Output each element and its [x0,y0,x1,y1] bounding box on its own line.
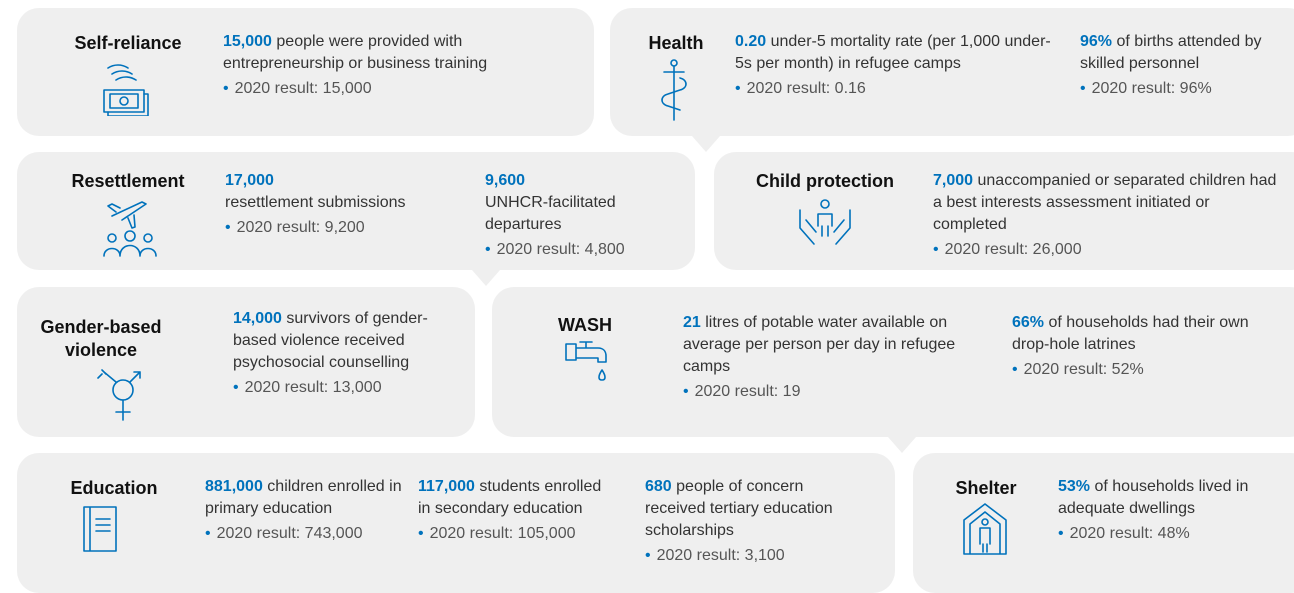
stat-text: students enrolled in secondary education [418,478,602,517]
highlight: 21 [683,314,701,331]
stat-text: of households lived in adequate dwelling… [1058,478,1249,517]
result: 2020 result: 743,000 [205,523,405,545]
highlight: 15,000 [223,33,272,50]
highlight: 17,000 [225,172,274,189]
stat: 53% of households lived in adequate dwel… [1058,476,1278,545]
highlight: 0.20 [735,33,767,50]
stat: 117,000 students enrolled in secondary e… [418,476,618,545]
highlight: 53% [1058,478,1091,495]
stat: 9,600 UNHCR-facilitated departures 2020 re… [485,170,675,261]
stat: 0.20 under-5 mortality rate (per 1,000 u… [735,31,1065,100]
stat-text: resettlement submissions [225,194,406,211]
panel [610,8,1294,136]
stat-text: UNHCR-facilitated departures [485,194,616,233]
notch [472,270,500,286]
stat-text: unaccompanied or separated children had … [933,172,1277,233]
panel-title: Health [648,33,704,53]
icon [799,199,851,245]
stat: 14,000 survivors of gender-based violenc… [233,308,458,399]
panel [17,8,594,136]
result: 2020 result: 0.16 [735,78,1065,100]
icon [661,59,687,121]
panel-title: Gender-based violence [40,317,162,360]
panel-title: Child protection [756,171,894,191]
highlight: 881,000 [205,478,263,495]
stat: 680 people of concern received tertiary … [645,476,845,567]
stat: 96% of births attended by skilled person… [1080,31,1280,100]
stat: 881,000 children enrolled in primary edu… [205,476,405,545]
result: 2020 result: 105,000 [418,523,618,545]
panel-title: WASH [558,315,612,335]
stat: 15,000 people were provided with entrepr… [223,31,563,100]
result: 2020 result: 3,100 [645,545,845,567]
panel-title: Resettlement [71,171,185,191]
highlight: 96% [1080,33,1113,50]
result: 2020 result: 9,200 [225,217,465,239]
stat: 66% of households had their own drop-hol… [1012,312,1262,381]
panel-title: Shelter [955,478,1017,498]
panel [17,287,475,437]
stat: 21 litres of potable water available on … [683,312,983,403]
highlight: 9,600 [485,172,526,189]
stat-text: children enrolled in primary education [205,478,402,517]
stat-text: under-5 mortality rate (per 1,000 under-… [735,33,1051,72]
icon [565,341,607,381]
result: 2020 result: 48% [1058,523,1278,545]
notch [888,437,916,453]
highlight: 7,000 [933,172,974,189]
result: 2020 result: 19 [683,381,983,403]
stat-text: people of concern received tertiary educ… [645,478,833,539]
highlight: 117,000 [418,478,475,495]
result: 2020 result: 15,000 [223,78,563,100]
icon [103,201,157,257]
stat-text: survivors of gender-based violence recei… [233,310,428,371]
result: 2020 result: 96% [1080,78,1280,100]
stat: 17,000 resettlement submissions 2020 resul… [225,170,465,239]
result: 2020 result: 13,000 [233,377,458,399]
icon [97,369,141,421]
icon [963,503,1007,555]
notch [692,136,720,152]
highlight: 66% [1012,314,1045,331]
page: Self-reliance 15,000 people were provide… [0,0,1294,579]
stat: 7,000 unaccompanied or separated childre… [933,170,1278,261]
result: 2020 result: 52% [1012,359,1262,381]
stat-text: people were provided with entrepreneursh… [223,33,488,72]
result: 2020 result: 4,800 [485,239,675,261]
icon [103,64,149,116]
panel-title: Education [70,478,158,498]
highlight: 680 [645,478,672,495]
highlight: 14,000 [233,310,282,327]
result: 2020 result: 26,000 [933,239,1278,261]
stat-text: of births attended by skilled personnel [1080,33,1262,72]
panel-title: Self-reliance [74,33,182,53]
stat-text: of households had their own drop-hole la… [1012,314,1249,353]
stat-text: litres of potable water available on ave… [683,314,956,375]
icon [83,506,117,552]
